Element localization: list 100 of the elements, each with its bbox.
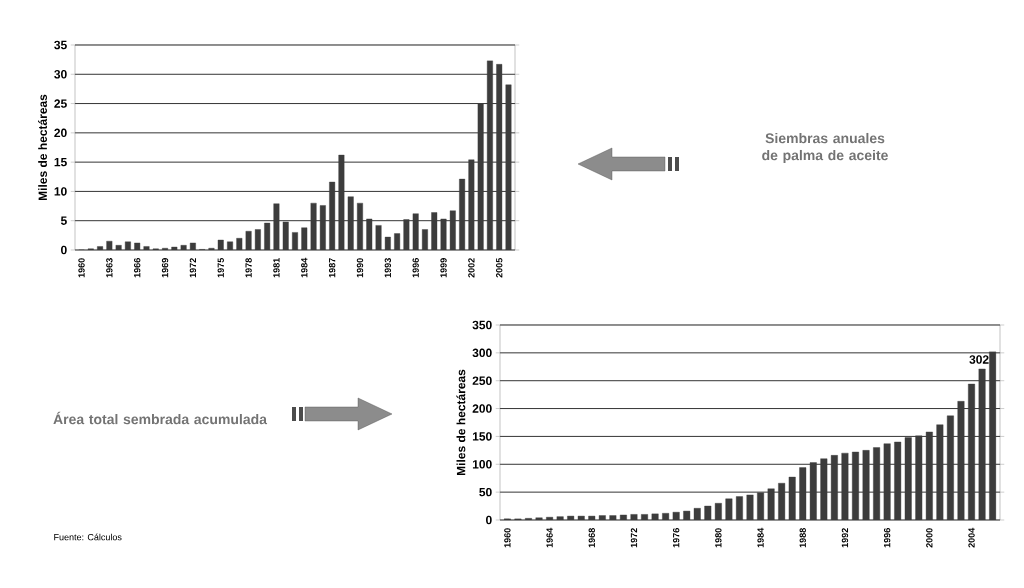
y-tick-label: 20 bbox=[54, 128, 67, 138]
bar bbox=[651, 513, 659, 520]
bar bbox=[577, 515, 585, 520]
bar bbox=[273, 203, 280, 250]
y-tick-label: 30 bbox=[54, 70, 67, 79]
bar bbox=[106, 241, 113, 250]
bar bbox=[375, 225, 382, 250]
bar bbox=[459, 178, 466, 250]
bar bbox=[505, 84, 512, 250]
x-tick-label: 1996 bbox=[883, 528, 891, 548]
bar bbox=[449, 210, 456, 250]
x-tick-label: 1981 bbox=[273, 258, 280, 278]
bar bbox=[412, 213, 419, 250]
bar bbox=[556, 516, 564, 520]
x-tick-label: 2004 bbox=[968, 527, 975, 548]
bar bbox=[725, 498, 733, 520]
x-tick-label: 1964 bbox=[546, 527, 553, 548]
bar bbox=[672, 511, 680, 520]
bar bbox=[282, 221, 289, 250]
x-tick-label: 1963 bbox=[106, 258, 113, 278]
bar bbox=[704, 505, 712, 520]
bar bbox=[134, 242, 141, 250]
bar bbox=[347, 196, 354, 250]
bar bbox=[598, 515, 606, 520]
y-tick-label: 0 bbox=[486, 515, 492, 525]
bar bbox=[384, 236, 391, 250]
data-label: 302 bbox=[969, 355, 989, 364]
bar bbox=[989, 351, 997, 520]
bar bbox=[97, 246, 104, 250]
bar bbox=[957, 401, 965, 520]
bar bbox=[693, 508, 701, 520]
bar bbox=[641, 514, 648, 520]
bar bbox=[394, 233, 401, 250]
x-tick-label: 1966 bbox=[134, 258, 141, 278]
bar bbox=[171, 246, 178, 250]
bar bbox=[180, 245, 187, 250]
x-tick-label: 2002 bbox=[468, 258, 475, 278]
bar bbox=[714, 503, 722, 520]
bar bbox=[217, 239, 224, 250]
bar bbox=[662, 513, 670, 520]
x-tick-label: 1984 bbox=[757, 527, 764, 548]
y-tick-label: 350 bbox=[472, 320, 492, 330]
y-tick-label: 10 bbox=[54, 187, 67, 196]
bar bbox=[915, 435, 923, 520]
bar bbox=[841, 452, 849, 520]
bar bbox=[830, 455, 838, 520]
y-tick-label: 250 bbox=[472, 376, 492, 385]
bar bbox=[440, 218, 447, 250]
x-tick-label: 2000 bbox=[926, 528, 933, 548]
bar bbox=[799, 467, 807, 520]
bar bbox=[683, 510, 691, 520]
bar bbox=[978, 368, 986, 520]
x-tick-label: 2005 bbox=[496, 258, 503, 278]
bar bbox=[301, 227, 308, 250]
y-tick-label: 50 bbox=[479, 487, 492, 497]
bar bbox=[904, 437, 912, 520]
y-tick-label: 15 bbox=[54, 157, 67, 167]
y-tick-label: 150 bbox=[472, 432, 492, 441]
bar bbox=[403, 219, 410, 250]
bar bbox=[788, 476, 796, 520]
bar bbox=[619, 514, 627, 520]
bar bbox=[124, 241, 131, 250]
bar bbox=[852, 451, 859, 520]
bar bbox=[535, 517, 543, 520]
bar bbox=[946, 415, 954, 520]
bar bbox=[968, 383, 975, 520]
bar bbox=[486, 60, 493, 250]
bar bbox=[189, 242, 196, 250]
y-tick-label: 0 bbox=[61, 245, 67, 255]
bar bbox=[873, 447, 881, 520]
text: Área total sembrada acumulada bbox=[53, 411, 268, 425]
bar bbox=[254, 229, 261, 250]
bar bbox=[477, 103, 484, 250]
bar bbox=[292, 232, 298, 250]
x-tick-label: 1968 bbox=[588, 528, 595, 548]
bar bbox=[630, 514, 638, 520]
bar bbox=[143, 246, 150, 250]
y-tick-label: 100 bbox=[472, 460, 492, 469]
bar bbox=[310, 202, 317, 250]
x-tick-label: 1980 bbox=[715, 528, 722, 548]
x-tick-label: 1978 bbox=[245, 258, 252, 278]
y-tick-label: 35 bbox=[54, 40, 67, 50]
x-tick-label: 1960 bbox=[504, 528, 511, 548]
bar bbox=[115, 245, 122, 250]
x-tick-label: 1996 bbox=[412, 258, 419, 278]
bar bbox=[422, 229, 428, 250]
bar bbox=[767, 488, 775, 520]
y-tick-label: 25 bbox=[54, 99, 67, 108]
x-tick-label: 1987 bbox=[328, 258, 336, 278]
bar bbox=[820, 458, 828, 520]
bar bbox=[468, 159, 475, 250]
y-tick-label: 5 bbox=[60, 216, 67, 225]
y-tick-label: 300 bbox=[472, 348, 492, 358]
bar bbox=[319, 205, 326, 250]
bar bbox=[236, 238, 243, 250]
x-tick-label: 1969 bbox=[161, 258, 169, 278]
y-tick-label: 200 bbox=[472, 404, 492, 413]
source-note: Fuente: Cálculos bbox=[54, 533, 122, 541]
text: Siembras anuales de palma de aceite bbox=[762, 132, 888, 164]
x-tick-label: 1992 bbox=[841, 528, 849, 548]
